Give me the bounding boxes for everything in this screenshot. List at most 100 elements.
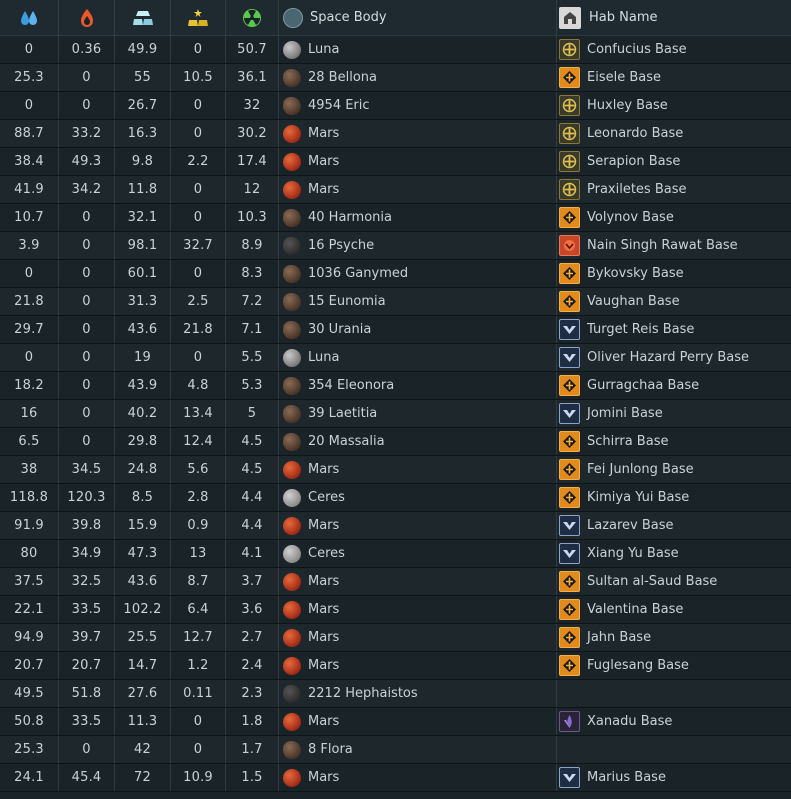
space-body-cell[interactable]: 28 Bellona: [279, 64, 557, 91]
space-body-cell[interactable]: Mars: [279, 764, 557, 791]
space-body-cell[interactable]: Luna: [279, 344, 557, 371]
table-row[interactable]: 38.4 49.3 9.8 2.2 17.4 Mars Serapion Base: [0, 148, 791, 176]
hab-name-cell[interactable]: [557, 736, 791, 763]
hab-name-cell[interactable]: Kimiya Yui Base: [557, 484, 791, 511]
fissiles-value: 1.8: [241, 714, 263, 729]
space-body-cell[interactable]: Ceres: [279, 484, 557, 511]
column-header-fissiles[interactable]: [226, 0, 279, 35]
fissiles-value: 7.2: [241, 294, 263, 309]
space-body-cell[interactable]: 15 Eunomia: [279, 288, 557, 315]
column-header-hab-name[interactable]: Hab Name: [557, 0, 791, 35]
table-row[interactable]: 24.1 45.4 72 10.9 1.5 Mars Marius Base: [0, 764, 791, 792]
space-body-cell[interactable]: Mars: [279, 708, 557, 735]
column-header-space-body[interactable]: Space Body: [279, 0, 557, 35]
hab-name-cell[interactable]: Fuglesang Base: [557, 652, 791, 679]
space-body-cell[interactable]: 30 Urania: [279, 316, 557, 343]
hab-name-cell[interactable]: Serapion Base: [557, 148, 791, 175]
hab-name-cell[interactable]: Jahn Base: [557, 624, 791, 651]
table-row[interactable]: 6.5 0 29.8 12.4 4.5 20 Massalia Schirra Base: [0, 428, 791, 456]
table-row[interactable]: 10.7 0 32.1 0 10.3 40 Harmonia Volynov Base: [0, 204, 791, 232]
column-header-noble-metals[interactable]: [171, 0, 226, 35]
fissiles-value-cell: 36.1: [226, 64, 279, 91]
table-row[interactable]: 21.8 0 31.3 2.5 7.2 15 Eunomia Vaughan Base: [0, 288, 791, 316]
table-row[interactable]: 50.8 33.5 11.3 0 1.8 Mars Xanadu Base: [0, 708, 791, 736]
fissiles-value: 36.1: [237, 70, 267, 85]
hab-name-cell[interactable]: Valentina Base: [557, 596, 791, 623]
hab-name-cell[interactable]: Volynov Base: [557, 204, 791, 231]
table-row[interactable]: 80 34.9 47.3 13 4.1 Ceres Xiang Yu Base: [0, 540, 791, 568]
hab-name-cell[interactable]: Gurragchaa Base: [557, 372, 791, 399]
volatiles-value-cell: 0: [59, 288, 115, 315]
hab-name-cell[interactable]: Lazarev Base: [557, 512, 791, 539]
table-row[interactable]: 91.9 39.8 15.9 0.9 4.4 Mars Lazarev Base: [0, 512, 791, 540]
hab-name-cell[interactable]: Xiang Yu Base: [557, 540, 791, 567]
table-row[interactable]: 25.3 0 55 10.5 36.1 28 Bellona Eisele Base: [0, 64, 791, 92]
table-row[interactable]: 0 0 26.7 0 32 4954 Eric Huxley Base: [0, 92, 791, 120]
space-body-cell[interactable]: Mars: [279, 568, 557, 595]
table-row[interactable]: 22.1 33.5 102.2 6.4 3.6 Mars Valentina Base: [0, 596, 791, 624]
space-body-cell[interactable]: 8 Flora: [279, 736, 557, 763]
hab-name-cell[interactable]: Leonardo Base: [557, 120, 791, 147]
table-row[interactable]: 41.9 34.2 11.8 0 12 Mars Praxiletes Base: [0, 176, 791, 204]
hab-name-cell[interactable]: Turget Reis Base: [557, 316, 791, 343]
metals-value: 72: [134, 770, 151, 785]
space-body-cell[interactable]: 2212 Hephaistos: [279, 680, 557, 707]
table-row[interactable]: 0 0.36 49.9 0 50.7 Luna Confucius Base: [0, 36, 791, 64]
noble-metals-value-cell: 2.2: [171, 148, 226, 175]
space-body-cell[interactable]: 4954 Eric: [279, 92, 557, 119]
space-body-cell[interactable]: Mars: [279, 148, 557, 175]
hab-name-cell[interactable]: Oliver Hazard Perry Base: [557, 344, 791, 371]
column-header-volatiles[interactable]: [59, 0, 115, 35]
hab-name-cell[interactable]: Confucius Base: [557, 36, 791, 63]
space-body-cell[interactable]: Mars: [279, 652, 557, 679]
table-row[interactable]: 16 0 40.2 13.4 5 39 Laetitia Jomini Base: [0, 400, 791, 428]
noble-metals-value: 0: [193, 98, 203, 113]
table-row[interactable]: 94.9 39.7 25.5 12.7 2.7 Mars Jahn Base: [0, 624, 791, 652]
column-header-water[interactable]: [0, 0, 59, 35]
water-value: 16: [20, 406, 38, 421]
hab-name-cell[interactable]: Eisele Base: [557, 64, 791, 91]
hab-name-cell[interactable]: Schirra Base: [557, 428, 791, 455]
table-row[interactable]: 37.5 32.5 43.6 8.7 3.7 Mars Sultan al-Saud Bas…: [0, 568, 791, 596]
hab-name-cell[interactable]: Xanadu Base: [557, 708, 791, 735]
hab-name-cell[interactable]: [557, 680, 791, 707]
table-row[interactable]: 29.7 0 43.6 21.8 7.1 30 Urania Turget Reis Bas…: [0, 316, 791, 344]
hab-name-cell[interactable]: Bykovsky Base: [557, 260, 791, 287]
space-body-cell[interactable]: 20 Massalia: [279, 428, 557, 455]
water-value-cell: 24.1: [0, 764, 59, 791]
space-body-cell[interactable]: Mars: [279, 512, 557, 539]
hab-name-cell[interactable]: Nain Singh Rawat Base: [557, 232, 791, 259]
table-row[interactable]: 118.8 120.3 8.5 2.8 4.4 Ceres Kimiya Yui Base: [0, 484, 791, 512]
table-row[interactable]: 3.9 0 98.1 32.7 8.9 16 Psyche Nain Singh Rawat…: [0, 232, 791, 260]
hab-name-cell[interactable]: Fei Junlong Base: [557, 456, 791, 483]
table-row[interactable]: 0 0 60.1 0 8.3 1036 Ganymed Bykovsky Base: [0, 260, 791, 288]
hab-name-cell[interactable]: Praxiletes Base: [557, 176, 791, 203]
space-body-cell[interactable]: 39 Laetitia: [279, 400, 557, 427]
water-value-cell: 0: [0, 36, 59, 63]
table-row[interactable]: 38 34.5 24.8 5.6 4.5 Mars Fei Junlong Base: [0, 456, 791, 484]
space-body-cell[interactable]: Ceres: [279, 540, 557, 567]
hab-name-cell[interactable]: Sultan al-Saud Base: [557, 568, 791, 595]
hab-name-cell[interactable]: Huxley Base: [557, 92, 791, 119]
table-row[interactable]: 49.5 51.8 27.6 0.11 2.3 2212 Hephaistos: [0, 680, 791, 708]
volatiles-value: 33.5: [71, 602, 102, 617]
table-row[interactable]: 0 0 19 0 5.5 Luna Oliver Hazard Perry Base: [0, 344, 791, 372]
space-body-cell[interactable]: 40 Harmonia: [279, 204, 557, 231]
table-row[interactable]: 18.2 0 43.9 4.8 5.3 354 Eleonora Gurragchaa Ba…: [0, 372, 791, 400]
table-row[interactable]: 25.3 0 42 0 1.7 8 Flora: [0, 736, 791, 764]
space-body-cell[interactable]: Mars: [279, 120, 557, 147]
space-body-cell[interactable]: Mars: [279, 176, 557, 203]
table-row[interactable]: 20.7 20.7 14.7 1.2 2.4 Mars Fuglesang Base: [0, 652, 791, 680]
space-body-cell[interactable]: 16 Psyche: [279, 232, 557, 259]
table-row[interactable]: 88.7 33.2 16.3 0 30.2 Mars Leonardo Base: [0, 120, 791, 148]
column-header-metals[interactable]: [115, 0, 171, 35]
hab-name-cell[interactable]: Marius Base: [557, 764, 791, 791]
hab-name-cell[interactable]: Vaughan Base: [557, 288, 791, 315]
space-body-cell[interactable]: Mars: [279, 596, 557, 623]
space-body-cell[interactable]: Luna: [279, 36, 557, 63]
hab-name-cell[interactable]: Jomini Base: [557, 400, 791, 427]
space-body-cell[interactable]: 354 Eleonora: [279, 372, 557, 399]
space-body-cell[interactable]: Mars: [279, 456, 557, 483]
space-body-cell[interactable]: 1036 Ganymed: [279, 260, 557, 287]
space-body-cell[interactable]: Mars: [279, 624, 557, 651]
